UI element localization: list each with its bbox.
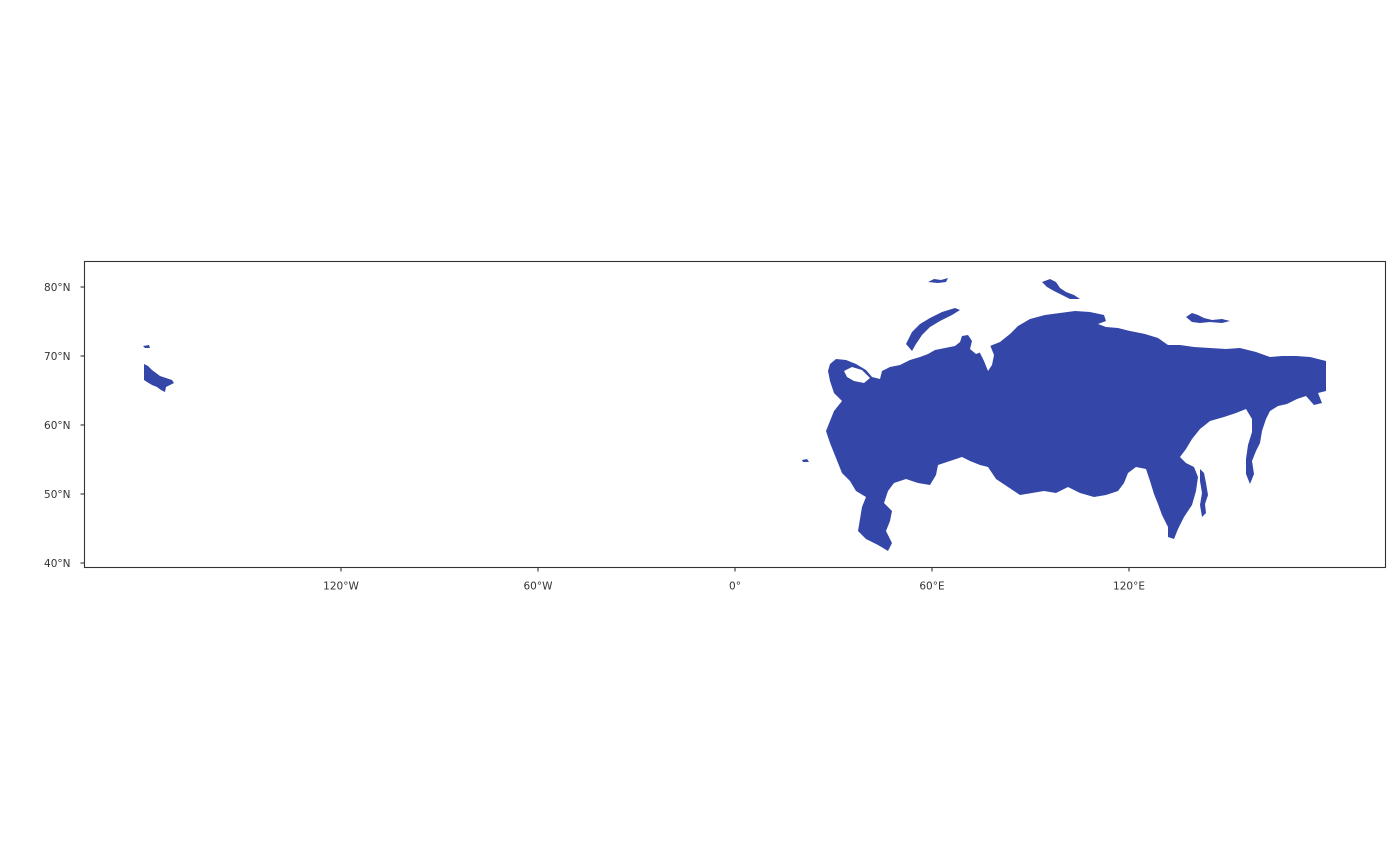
x-axis: 120°W 60°W 0° 60°E 120°E — [323, 567, 1145, 593]
y-tick-label: 60°N — [44, 420, 70, 432]
y-tick-label: 80°N — [44, 282, 70, 294]
map-panel: 120°W 60°W 0° 60°E 120°E 40°N 50°N 60°N 70°N 80°… — [44, 260, 1387, 593]
x-tick-label: 120°E — [1113, 581, 1145, 593]
land-severnaya-zemlya — [1042, 279, 1080, 299]
land-russia-mainland — [826, 311, 1326, 551]
x-tick-label: 60°E — [919, 581, 944, 593]
land-new-siberian-islands — [1186, 313, 1230, 323]
water-gulf-of-ob — [978, 341, 994, 371]
land-novaya-zemlya — [906, 308, 960, 351]
land-sakhalin — [1200, 469, 1208, 517]
y-axis: 40°N 50°N 60°N 70°N 80°N — [44, 282, 85, 570]
x-tick-label: 120°W — [323, 581, 359, 593]
land-wrangel-island — [143, 345, 150, 348]
x-tick-label: 60°W — [524, 581, 554, 593]
land-chukotka-west-fragment — [144, 364, 174, 392]
land-kaliningrad — [802, 459, 809, 462]
y-tick-label: 40°N — [44, 558, 70, 570]
land-layer — [143, 278, 1326, 551]
y-tick-label: 70°N — [44, 351, 70, 363]
y-tick-label: 50°N — [44, 489, 70, 501]
land-franz-josef — [928, 278, 948, 283]
x-tick-label: 0° — [729, 581, 741, 593]
water-white-sea — [844, 367, 870, 383]
